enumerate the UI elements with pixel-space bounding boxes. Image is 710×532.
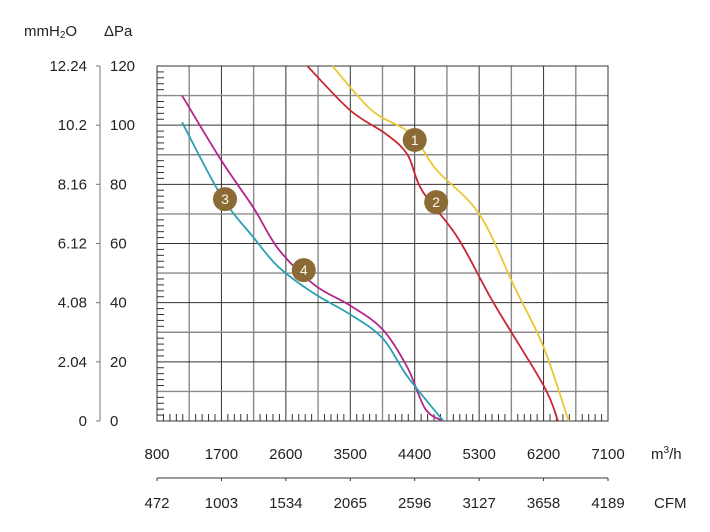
x-tick-label-m3h: 800 — [144, 446, 169, 463]
marker-circle — [424, 190, 449, 215]
curve-markers: 1 2 3 4 — [213, 127, 449, 283]
x-unit-m3h: m3/h — [651, 445, 682, 463]
y-tick-label-mmh2o: 4.08 — [58, 295, 87, 312]
y-tick-label-pa: 80 — [110, 176, 127, 193]
curve-marker-1: 1 — [402, 127, 427, 152]
marker-label: 4 — [300, 262, 308, 278]
marker-circle — [291, 258, 316, 283]
marker-circle — [213, 187, 238, 212]
y-unit-mmh2o: mmH2O — [24, 23, 77, 41]
marker-label: 1 — [411, 132, 419, 148]
curve-1 — [331, 65, 570, 422]
y-tick-label-mmh2o: 6.12 — [58, 236, 87, 253]
curve-marker-3: 3 — [213, 187, 238, 212]
y-tick-label-pa: 20 — [110, 354, 127, 371]
x-tick-label-cfm: 3658 — [527, 495, 560, 512]
x-tick-label-m3h: 4400 — [398, 446, 431, 463]
y-tick-label-mmh2o: 10.2 — [58, 117, 87, 134]
x-unit-cfm: CFM — [654, 495, 687, 512]
x-tick-label-m3h: 3500 — [334, 446, 367, 463]
x-tick-label-m3h: 7100 — [591, 446, 624, 463]
y-tick-label-pa: 100 — [110, 117, 135, 134]
x-tick-label-m3h: 1700 — [205, 446, 238, 463]
y-tick-label-mmh2o: 0 — [79, 413, 87, 430]
x-tick-label-cfm: 2065 — [334, 495, 367, 512]
x-tick-label-cfm: 2596 — [398, 495, 431, 512]
marker-circle — [402, 127, 427, 152]
curve-marker-2: 2 — [424, 190, 449, 215]
x-tick-label-cfm: 1003 — [205, 495, 238, 512]
y-tick-label-pa: 40 — [110, 295, 127, 312]
x-tick-label-m3h: 2600 — [269, 446, 302, 463]
x-tick-label-m3h: 6200 — [527, 446, 560, 463]
marker-label: 3 — [221, 191, 229, 207]
x-tick-label-cfm: 3127 — [462, 495, 495, 512]
x-tick-label-cfm: 4189 — [591, 495, 624, 512]
curve-2 — [306, 65, 559, 422]
x-tick-label-m3h: 5300 — [462, 446, 495, 463]
curve-marker-4: 4 — [291, 258, 316, 283]
y-tick-label-pa: 0 — [110, 413, 118, 430]
y-tick-label-mmh2o: 12.24 — [49, 58, 87, 75]
marker-label: 2 — [432, 194, 440, 210]
plot-grid — [156, 65, 609, 422]
plot-frame — [156, 65, 609, 422]
y-tick-label-mmh2o: 2.04 — [58, 354, 87, 371]
y-unit-pa: ΔPa — [104, 23, 133, 40]
x-tick-label-cfm: 1534 — [269, 495, 302, 512]
y-tick-label-pa: 60 — [110, 236, 127, 253]
y-tick-label-mmh2o: 8.16 — [58, 176, 87, 193]
x-tick-label-cfm: 472 — [144, 495, 169, 512]
y-tick-label-pa: 120 — [110, 58, 135, 75]
